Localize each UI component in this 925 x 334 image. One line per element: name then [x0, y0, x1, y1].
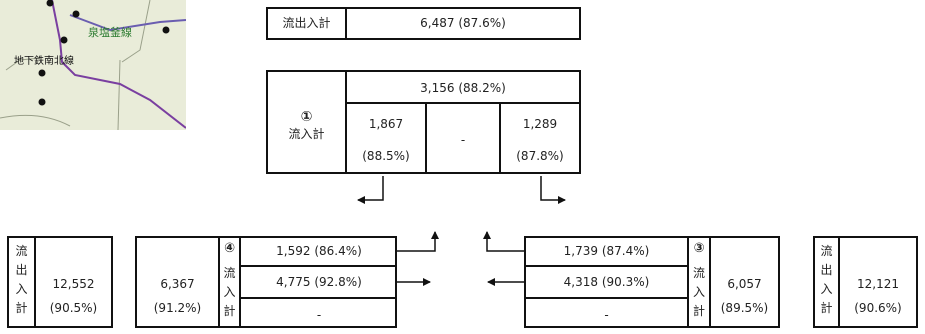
node3-number: ③: [693, 241, 705, 256]
left-total-label: 流出入計: [15, 244, 28, 315]
subway-namboku-line: [51, 0, 186, 129]
right-total-value: 12,121: [857, 277, 899, 291]
node4-label: 流入計: [223, 266, 236, 318]
node4-box: [135, 236, 397, 328]
node1-right-value: 1,289: [522, 117, 558, 131]
node4-row2: 4,775 (92.8%): [276, 275, 362, 289]
line-label-2: 地下鉄南北線: [14, 54, 74, 67]
left-total-value: 12,552: [52, 277, 95, 291]
node3-total-pct: (89.5%): [720, 301, 769, 315]
left-total-box: [7, 236, 113, 328]
right-total-pct: (90.6%): [854, 301, 902, 315]
divider: [524, 265, 689, 267]
divider: [34, 236, 36, 328]
station-marker: [162, 26, 170, 34]
node4-number: ④: [223, 241, 235, 256]
arrow-node1-to-left: [357, 176, 384, 204]
top-total-box: [266, 7, 581, 40]
station-marker: [46, 0, 54, 7]
node3-label: 流入計: [692, 266, 705, 318]
divider: [345, 70, 347, 174]
station-marker: [72, 10, 80, 18]
station-marker: [60, 36, 68, 44]
node4-row3: -: [316, 308, 322, 322]
node3-row2: 4,318 (90.3%): [563, 275, 650, 289]
divider: [239, 236, 241, 328]
node3-total-value: 6,057: [727, 277, 762, 291]
divider: [709, 236, 711, 328]
node1-left-value: 1,867: [368, 117, 404, 131]
node1-number: ①: [300, 109, 313, 125]
right-total-label: 流出入計: [820, 244, 833, 315]
divider: [239, 297, 397, 299]
node4-total-value: 6,367: [160, 277, 195, 291]
node1-box: [266, 70, 581, 174]
left-total-pct: (90.5%): [49, 301, 98, 315]
node1-total: 3,156 (88.2%): [420, 81, 506, 95]
node1-label: 流入計: [288, 127, 325, 141]
right-total-box: [813, 236, 918, 328]
node4-total-pct: (91.2%): [153, 301, 202, 315]
node3-box: [524, 236, 780, 328]
divider: [499, 102, 501, 174]
node4-row1: 1,592 (86.4%): [276, 244, 362, 258]
top-total-label: 流出入計: [282, 16, 331, 30]
divider: [838, 236, 840, 328]
divider: [524, 297, 689, 299]
node3-row1: 1,739 (87.4%): [563, 244, 650, 258]
station-marker: [38, 98, 46, 106]
divider: [345, 7, 347, 40]
izumi-shiogama-line: [69, 14, 186, 32]
arrow-node1-to-right: [540, 176, 566, 204]
line-label-1: 泉塩釜線: [88, 25, 132, 39]
divider: [425, 102, 427, 174]
arrow-node4-up: [397, 231, 439, 252]
divider: [345, 102, 581, 104]
divider: [239, 265, 397, 267]
station-marker: [38, 69, 46, 77]
arrow-node3-up: [483, 231, 524, 252]
divider: [687, 236, 689, 328]
top-total-value: 6,487 (87.6%): [420, 16, 506, 30]
node1-middle: -: [460, 133, 466, 147]
divider: [218, 236, 220, 328]
node1-left-pct: (88.5%): [362, 149, 410, 163]
node3-row3: -: [604, 308, 609, 322]
route-map: 泉塩釜線 地下鉄南北線: [0, 0, 186, 130]
node1-right-pct: (87.8%): [516, 149, 564, 163]
